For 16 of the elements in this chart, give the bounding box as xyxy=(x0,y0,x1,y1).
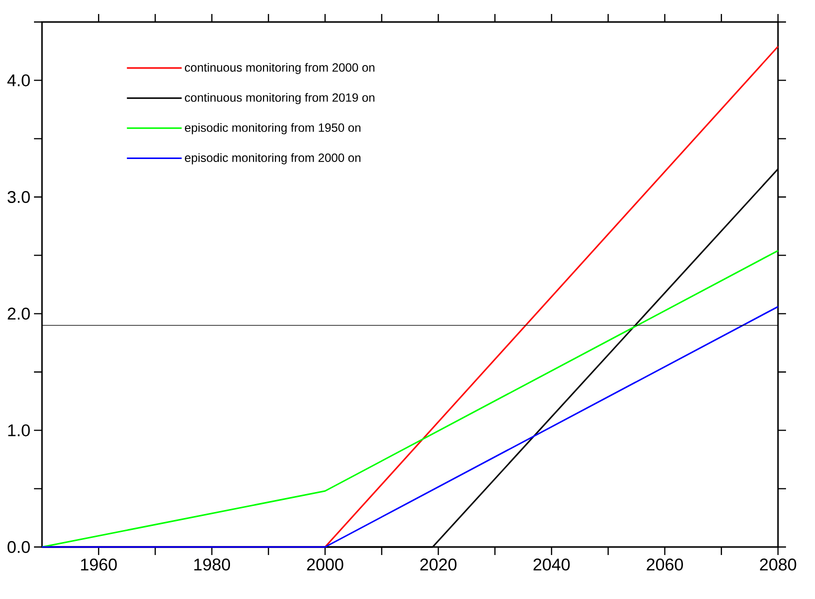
y-tick-label: 2.0 xyxy=(8,308,30,320)
x-tick-label: 1960 xyxy=(81,558,117,571)
x-tick-label: 1980 xyxy=(194,558,230,571)
legend-label: continuous monitoring from 2000 on xyxy=(184,62,374,74)
x-tick-label: 2060 xyxy=(646,558,683,571)
y-tick-label: 3.0 xyxy=(8,191,30,203)
legend-label: episodic monitoring from 2000 on xyxy=(184,153,360,164)
y-tick-label: 4.0 xyxy=(7,74,30,86)
x-tick-label: 2040 xyxy=(534,558,570,571)
x-tick-label: 2000 xyxy=(307,558,344,571)
x-tick-label: 2020 xyxy=(420,558,456,571)
y-tick-label: 0.0 xyxy=(8,541,30,553)
y-tick-label: 1.0 xyxy=(8,424,30,436)
legend-label: continuous monitoring from 2019 on xyxy=(184,93,374,104)
legend-label: episodic monitoring from 1950 on xyxy=(184,123,360,134)
x-tick-label: 2080 xyxy=(760,558,796,571)
